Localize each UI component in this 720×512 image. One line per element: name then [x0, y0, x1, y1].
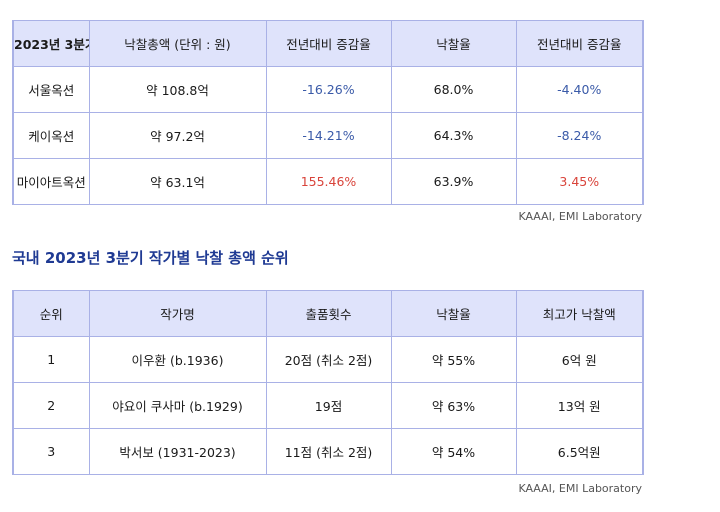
column-header: 전년대비 증감율	[265, 20, 392, 67]
rank: 1	[12, 336, 90, 383]
column-header: 작가명	[88, 290, 267, 337]
column-header: 낙찰율	[390, 290, 517, 337]
column-header: 낙찰율	[390, 20, 517, 67]
auction-summary-table: 2023년 3분기 낙찰총액 (단위 : 원) 전년대비 증감율 낙찰율 전년대…	[12, 20, 644, 205]
total-bid-amount: 약 63.1억	[88, 158, 267, 205]
artist-name: 박서보 (1931-2023)	[88, 428, 267, 475]
artist-ranking-table: 순위 작가명 출품횟수 낙찰율 최고가 낙찰액 1 이우환 (b.1936) 2…	[12, 290, 644, 475]
table-row: 3 박서보 (1931-2023) 11점 (취소 2점) 약 54% 6.5억…	[12, 428, 644, 475]
table-row: 1 이우환 (b.1936) 20점 (취소 2점) 약 55% 6억 원	[12, 336, 644, 383]
highest-bid: 13억 원	[515, 382, 644, 429]
table-header-row: 2023년 3분기 낙찰총액 (단위 : 원) 전년대비 증감율 낙찰율 전년대…	[12, 20, 644, 67]
bid-rate: 약 54%	[390, 428, 517, 475]
bid-rate: 64.3%	[390, 112, 517, 159]
source-caption: KAAAI, EMI Laboratory	[518, 210, 642, 223]
table-row: 케이옥션 약 97.2억 -14.21% 64.3% -8.24%	[12, 112, 644, 159]
artist-name: 이우환 (b.1936)	[88, 336, 267, 383]
highest-bid: 6.5억원	[515, 428, 644, 475]
rank: 2	[12, 382, 90, 429]
column-header: 출품횟수	[265, 290, 392, 337]
table-header-row: 순위 작가명 출품횟수 낙찰율 최고가 낙찰액	[12, 290, 644, 337]
column-header: 최고가 낙찰액	[515, 290, 644, 337]
yoy-change-rate: -8.24%	[515, 112, 644, 159]
artist-name: 야요이 쿠사마 (b.1929)	[88, 382, 267, 429]
lot-count: 20점 (취소 2점)	[265, 336, 392, 383]
total-bid-amount: 약 108.8억	[88, 66, 267, 113]
yoy-change-amount: -16.26%	[265, 66, 392, 113]
yoy-change-amount: 155.46%	[265, 158, 392, 205]
table-row: 마이아트옥션 약 63.1억 155.46% 63.9% 3.45%	[12, 158, 644, 205]
auction-house-name: 마이아트옥션	[12, 158, 90, 205]
section-title: 국내 2023년 3분기 작가별 낙찰 총액 순위	[12, 249, 289, 267]
column-header: 2023년 3분기	[12, 20, 90, 67]
auction-house-name: 서울옥션	[12, 66, 90, 113]
bid-rate: 약 55%	[390, 336, 517, 383]
table-row: 2 야요이 쿠사마 (b.1929) 19점 약 63% 13억 원	[12, 382, 644, 429]
bid-rate: 68.0%	[390, 66, 517, 113]
total-bid-amount: 약 97.2억	[88, 112, 267, 159]
bid-rate: 약 63%	[390, 382, 517, 429]
rank: 3	[12, 428, 90, 475]
column-header: 순위	[12, 290, 90, 337]
highest-bid: 6억 원	[515, 336, 644, 383]
auction-house-name: 케이옥션	[12, 112, 90, 159]
yoy-change-amount: -14.21%	[265, 112, 392, 159]
bid-rate: 63.9%	[390, 158, 517, 205]
lot-count: 11점 (취소 2점)	[265, 428, 392, 475]
yoy-change-rate: 3.45%	[515, 158, 644, 205]
source-caption: KAAAI, EMI Laboratory	[518, 482, 642, 495]
yoy-change-rate: -4.40%	[515, 66, 644, 113]
column-header: 낙찰총액 (단위 : 원)	[88, 20, 267, 67]
table-row: 서울옥션 약 108.8억 -16.26% 68.0% -4.40%	[12, 66, 644, 113]
column-header: 전년대비 증감율	[515, 20, 644, 67]
lot-count: 19점	[265, 382, 392, 429]
